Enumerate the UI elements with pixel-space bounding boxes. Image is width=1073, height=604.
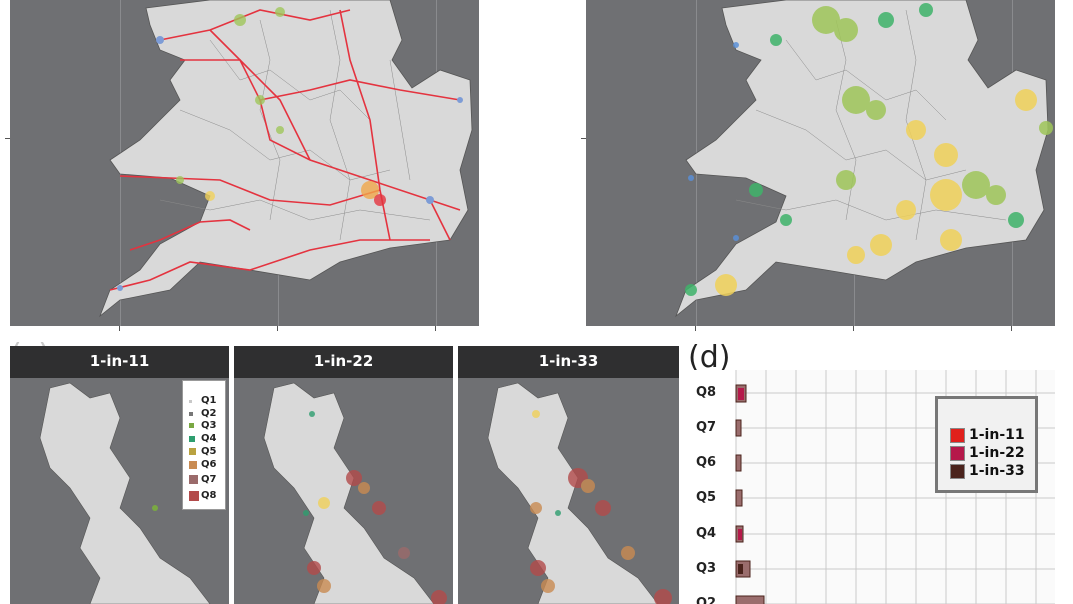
y-tick-label: Q8	[696, 385, 717, 400]
bar-q3-inner	[738, 564, 743, 574]
legend-label: 1-in-33	[969, 463, 1025, 479]
y-tick-label: Q4	[696, 526, 717, 541]
legend-label: Q5	[201, 446, 217, 457]
legend-swatch	[189, 423, 194, 428]
axis-tick	[581, 138, 586, 139]
bar-q5	[735, 489, 743, 507]
legend-label: Q8	[201, 490, 217, 501]
uk-outline-map	[487, 382, 672, 604]
legend-label: Q2	[201, 408, 217, 419]
map-1-in-22: 1-in-22	[234, 346, 453, 604]
legend-label: Q7	[201, 474, 217, 485]
bar-q6	[735, 454, 742, 472]
y-tick-label: Q7	[696, 420, 717, 435]
axis-tick	[853, 326, 854, 331]
bar-q4-inner	[738, 529, 742, 540]
axis-tick	[119, 326, 120, 331]
legend-swatch	[189, 491, 199, 501]
legend-swatch	[950, 428, 965, 443]
hazard-markers	[530, 410, 672, 604]
horizontal-gridlines	[736, 392, 1055, 604]
map-title: 1-in-11	[10, 346, 229, 378]
legend-label: Q3	[201, 420, 217, 431]
uk-outline-map	[263, 382, 447, 604]
landmass	[99, 0, 473, 318]
bar-q8-inner	[738, 388, 744, 400]
axis-tick	[1011, 326, 1012, 331]
axis-tick	[277, 326, 278, 331]
y-tick-label: Q2	[696, 596, 717, 604]
axis-tick	[695, 326, 696, 331]
legend-swatch	[189, 461, 197, 469]
uk-outline-map	[39, 382, 211, 604]
axis-tick	[435, 326, 436, 331]
axis-tick	[5, 138, 10, 139]
landmass	[675, 0, 1049, 318]
map-1-in-11: 1-in-11 Q1 Q2 Q3 Q4 Q5 Q6	[10, 346, 229, 604]
legend-swatch	[189, 412, 193, 416]
bubbles	[685, 3, 1053, 296]
legend-label: Q6	[201, 459, 217, 470]
network-links	[109, 9, 461, 291]
england-wales-bubble-map	[675, 0, 1053, 318]
boundary-lines	[159, 9, 431, 241]
y-tick-label: Q6	[696, 455, 717, 470]
legend-swatch	[189, 400, 192, 403]
bars	[735, 384, 765, 604]
legend-label: 1-in-22	[969, 445, 1025, 461]
bar-q2	[735, 595, 765, 604]
legend-label: 1-in-11	[969, 427, 1025, 443]
network-nodes	[117, 7, 463, 291]
england-wales-network-map	[99, 0, 473, 318]
bar-q7	[735, 419, 742, 437]
legend-swatch	[189, 448, 196, 455]
map-title: 1-in-33	[458, 346, 679, 378]
map-1-in-33: 1-in-33	[458, 346, 679, 604]
legend-swatch	[950, 446, 965, 461]
bar-chart-panel: Q8 Q7 Q6 Q5 Q4 Q3 Q2 1-in-11 1-in-22 1-i…	[688, 370, 1055, 604]
landmass	[487, 382, 659, 604]
legend-swatch	[189, 436, 195, 442]
panel-d-label: (d)	[688, 340, 731, 375]
hazard-marker	[152, 505, 158, 511]
bubble-map-panel	[586, 0, 1055, 326]
y-tick-label: Q5	[696, 490, 717, 505]
legend-swatch	[189, 475, 198, 484]
legend-label: Q4	[201, 433, 217, 444]
landmass	[39, 382, 211, 604]
landmass	[263, 382, 435, 604]
legend-swatch	[950, 464, 965, 479]
map-title: 1-in-22	[234, 346, 453, 378]
quantile-legend: Q1 Q2 Q3 Q4 Q5 Q6 Q7 Q8	[182, 380, 226, 510]
network-map-panel	[10, 0, 479, 326]
y-tick-label: Q3	[696, 561, 717, 576]
legend-label: Q1	[201, 395, 217, 406]
return-period-legend: 1-in-11 1-in-22 1-in-33	[935, 396, 1038, 493]
hazard-markers	[303, 411, 447, 604]
